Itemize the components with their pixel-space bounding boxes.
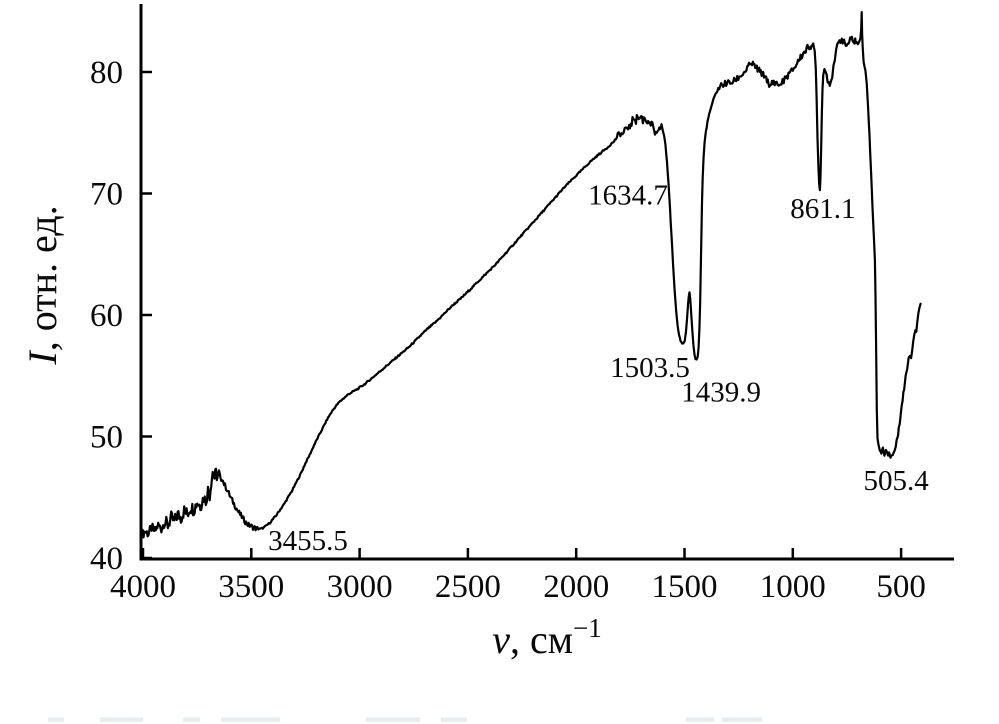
x-tick-label: 4000	[110, 569, 176, 605]
x-tick-label: 1000	[760, 569, 826, 605]
cutoff-caption-fragment	[221, 717, 280, 722]
cutoff-caption-fragment	[722, 717, 762, 722]
x-tick-label: 3500	[218, 569, 284, 605]
y-axis-label: I, отн. ед.	[20, 205, 65, 365]
y-tick-label: 50	[90, 420, 123, 456]
y-tick-label: 70	[90, 177, 123, 213]
peak-label-1503-5: 1503.5	[610, 352, 690, 384]
cutoff-caption-fragment	[441, 717, 467, 722]
peak-label-1634-7: 1634.7	[588, 180, 668, 212]
x-tick-label: 1500	[652, 569, 718, 605]
x-axis-label: ν, см−1	[492, 614, 602, 662]
x-tick-label: 2500	[435, 569, 501, 605]
peak-label-505-4: 505.4	[863, 465, 929, 497]
y-tick-label: 60	[90, 298, 123, 334]
y-tick-label: 80	[90, 55, 123, 91]
x-tick-label: 2000	[543, 569, 609, 605]
x-axis-symbol: ν	[492, 617, 510, 662]
cutoff-caption-fragment	[48, 717, 64, 722]
y-axis-symbol: I	[20, 351, 65, 365]
peak-label-3455-5: 3455.5	[268, 525, 348, 557]
peak-label-861-1: 861.1	[790, 193, 855, 225]
axes-frame	[139, 4, 954, 561]
x-axis-units: , см	[509, 617, 574, 662]
x-tick-label: 500	[876, 569, 926, 605]
cutoff-caption-fragment	[183, 717, 200, 722]
cutoff-caption-fragment	[366, 717, 420, 722]
cutoff-caption-fragment	[100, 717, 143, 722]
peak-label-1439-9: 1439.9	[681, 377, 761, 409]
x-tick-label: 3000	[327, 569, 393, 605]
cutoff-caption-fragment	[686, 717, 714, 722]
y-axis-units: , отн. ед.	[20, 205, 65, 352]
y-tick-label: 40	[90, 541, 123, 577]
spectrum-curve	[140, 11, 922, 539]
x-axis-exponent: −1	[573, 612, 602, 643]
